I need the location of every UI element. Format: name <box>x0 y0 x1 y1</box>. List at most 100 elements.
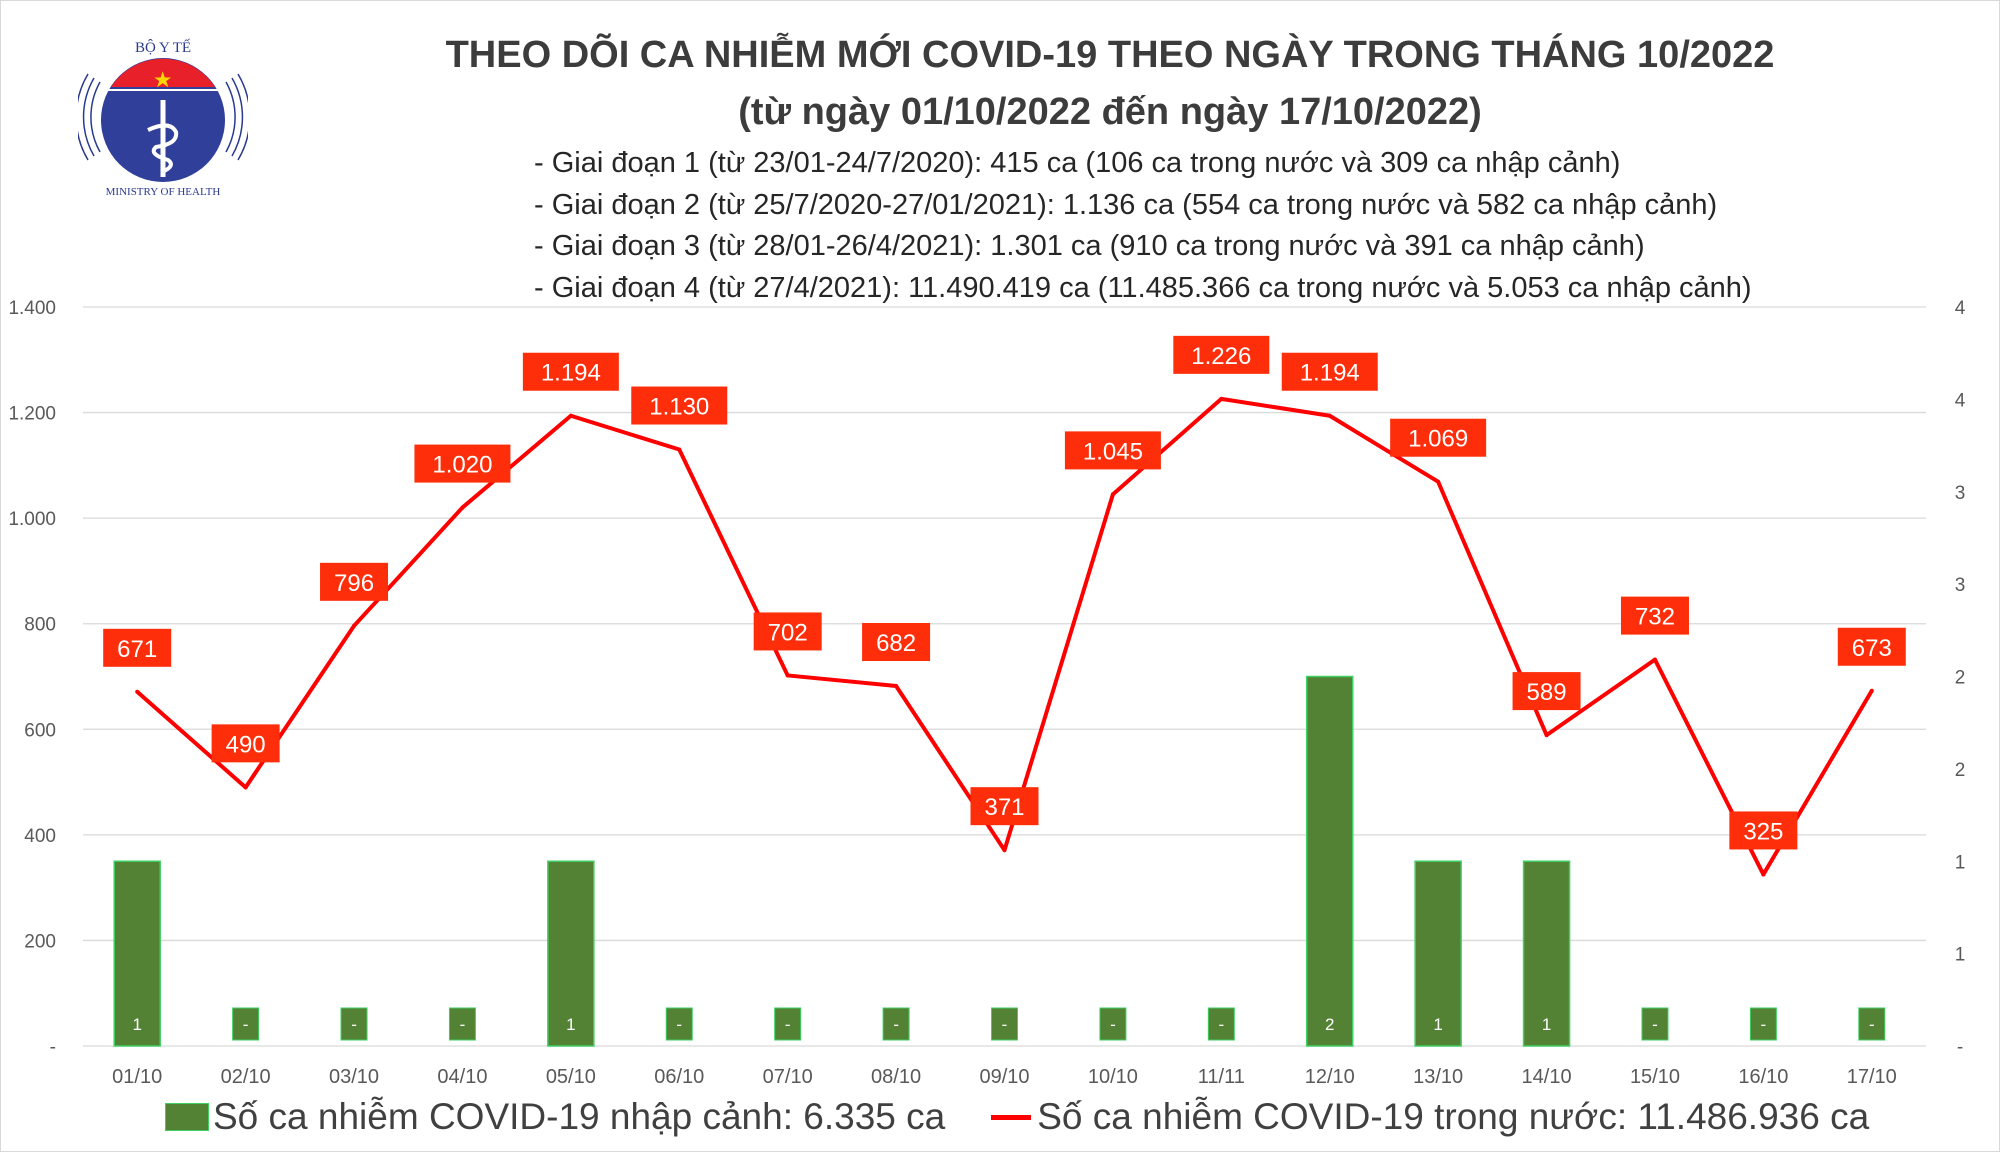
x-axis-tick: 14/10 <box>1522 1066 1572 1088</box>
phase-3-text: - Giai đoạn 3 (từ 28/01-26/4/2021): 1.30… <box>534 230 1645 262</box>
bar-imported <box>1305 675 1354 1047</box>
data-label: 1.194 <box>1300 360 1360 387</box>
bar-label: - <box>1002 1015 1008 1034</box>
x-axis-tick: 06/10 <box>654 1066 704 1088</box>
line-point <box>1219 396 1224 401</box>
line-point <box>1327 413 1332 418</box>
line-point <box>677 447 682 452</box>
data-label-box <box>1837 627 1906 666</box>
bar-zero-marker <box>1207 1007 1235 1041</box>
phase-4-text: - Giai đoạn 4 (từ 27/4/2021): 11.490.419… <box>534 271 1752 304</box>
left-axis-tick: 800 <box>24 615 56 636</box>
bar-zero-marker <box>232 1007 260 1041</box>
data-label-box <box>1512 672 1581 711</box>
bar-label: 1 <box>132 1015 141 1034</box>
bar-zero-marker <box>1641 1007 1669 1041</box>
data-label: 1.226 <box>1191 343 1251 370</box>
data-label-box <box>1620 596 1689 635</box>
legend-swatch-imported <box>165 1103 209 1131</box>
right-axis-tick: 3 <box>1955 483 1966 504</box>
data-label-box <box>103 628 172 667</box>
bar-zero-marker <box>991 1007 1018 1041</box>
bar-zero-marker <box>1858 1007 1886 1041</box>
left-axis-tick: 400 <box>24 826 56 847</box>
bar-label: - <box>676 1015 682 1034</box>
x-axis-tick: 02/10 <box>221 1066 271 1088</box>
bar-label: 1 <box>1433 1015 1442 1034</box>
data-label-box <box>1281 352 1378 391</box>
data-label-box <box>1729 811 1798 850</box>
svg-text:BỘ Y TẾ: BỘ Y TẾ <box>135 39 191 56</box>
bar-zero-marker <box>448 1007 476 1041</box>
data-label-box <box>211 724 280 763</box>
x-axis-tick: 05/10 <box>546 1066 596 1088</box>
legend-label-domestic: Số ca nhiễm COVID-19 trong nước: 11.486.… <box>1037 1096 1870 1137</box>
data-label-box <box>631 386 728 425</box>
data-label-box <box>522 352 619 391</box>
x-axis-tick: 15/10 <box>1630 1066 1680 1088</box>
bar-imported <box>113 860 161 1047</box>
x-axis-tick: 10/10 <box>1088 1066 1138 1088</box>
data-label-box <box>414 444 511 483</box>
x-axis-tick: 04/10 <box>437 1066 487 1088</box>
right-axis-tick: - <box>1957 1037 1963 1058</box>
right-axis-tick: 4 <box>1955 390 1966 411</box>
chart-subtitle: (từ ngày 01/10/2022 đến ngày 17/10/2022) <box>738 91 1482 133</box>
legend-swatch-domestic <box>991 1114 1032 1120</box>
left-axis-tick: 1.400 <box>8 298 56 319</box>
line-point <box>1869 688 1874 693</box>
right-axis-tick: 1 <box>1955 852 1966 873</box>
right-axis-tick: 2 <box>1955 668 1966 689</box>
line-point <box>894 684 899 689</box>
legend: Số ca nhiễm COVID-19 nhập cảnh: 6.335 ca… <box>165 1096 1869 1138</box>
bar-zero-marker <box>882 1007 910 1041</box>
left-axis-tick: 600 <box>24 720 56 741</box>
right-axis-tick: 2 <box>1955 760 1966 781</box>
line-point <box>1652 657 1657 662</box>
phase-1-text: - Giai đoạn 1 (từ 23/01-24/7/2020): 415 … <box>534 147 1621 179</box>
data-label-box <box>1390 418 1487 457</box>
line-point <box>1002 848 1007 853</box>
bar-label: 1 <box>1542 1015 1551 1034</box>
bar-zero-marker <box>1099 1007 1127 1041</box>
bar-label: - <box>1761 1015 1767 1034</box>
bar-label: - <box>893 1015 899 1034</box>
bar-label: 2 <box>1325 1015 1334 1034</box>
bar-label: - <box>1218 1015 1224 1034</box>
bar-label: 1 <box>566 1015 575 1034</box>
data-label: 796 <box>334 570 374 597</box>
x-axis-tick: 12/10 <box>1305 1066 1355 1088</box>
right-axis-tick: 3 <box>1955 575 1966 596</box>
data-label-box <box>970 787 1039 826</box>
bar-imported <box>1522 860 1571 1047</box>
ministry-of-health-logo: BỘ Y TẾ MINISTRY OF HEALTH <box>78 39 248 198</box>
left-axis-tick: - <box>50 1037 56 1058</box>
line-point <box>568 413 573 418</box>
x-axis-tick: 07/10 <box>763 1066 813 1088</box>
x-axis-tick: 11/11 <box>1198 1066 1245 1088</box>
bar-label: - <box>351 1015 357 1034</box>
bar-imported <box>547 860 595 1047</box>
line-point <box>1544 733 1549 738</box>
chart-title: THEO DÕI CA NHIỄM MỚI COVID-19 THEO NGÀY… <box>445 34 1775 76</box>
x-axis-tick: 03/10 <box>329 1066 379 1088</box>
phase-summary: - Giai đoạn 1 (từ 23/01-24/7/2020): 415 … <box>534 143 1752 309</box>
data-label: 732 <box>1635 604 1675 631</box>
bar-label: - <box>1110 1015 1116 1034</box>
data-label-box <box>1064 431 1161 470</box>
bar-imported <box>1414 860 1462 1047</box>
line-point <box>460 505 465 510</box>
line-point <box>1761 872 1766 877</box>
left-axis-tick: 1.000 <box>8 509 56 530</box>
x-axis-tick: 17/10 <box>1847 1066 1897 1088</box>
bar-label: - <box>1869 1015 1875 1034</box>
data-label: 1.069 <box>1408 426 1468 453</box>
data-label-box <box>753 612 822 651</box>
line-point <box>135 689 140 694</box>
line-point <box>785 673 790 678</box>
phase-2-text: - Giai đoạn 2 (từ 25/7/2020-27/01/2021):… <box>534 188 1718 221</box>
x-axis-tick: 16/10 <box>1738 1066 1788 1088</box>
bar-label: - <box>460 1015 466 1034</box>
x-axis-tick: 08/10 <box>871 1066 921 1088</box>
